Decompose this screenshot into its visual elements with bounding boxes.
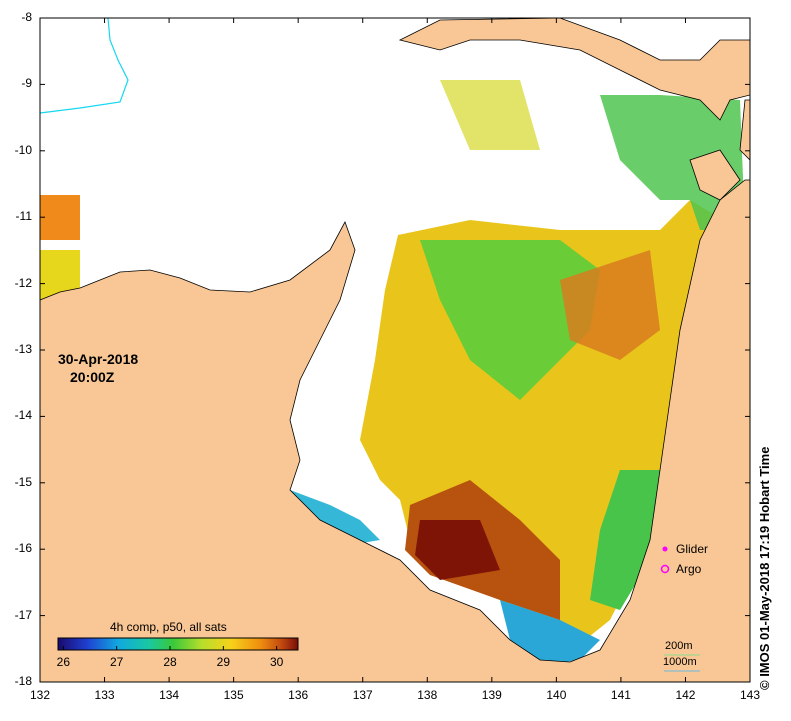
cape-york-mainland [39, 179, 751, 683]
x-tick-label: 137 [352, 688, 373, 702]
new-guinea-coast [398, 17, 751, 121]
x-tick-marks [39, 18, 751, 682]
y-tick-label: -14 [14, 408, 32, 423]
x-tick-label: 134 [159, 688, 180, 702]
x-tick-label: 132 [29, 688, 51, 702]
y-tick-label: -17 [14, 607, 32, 622]
sst-west-yellow [40, 250, 80, 300]
colorbar-tick-label: 26 [56, 655, 70, 669]
sst-orange-patch [560, 250, 660, 360]
date-text: 30-Apr-2018 [58, 351, 139, 367]
legend-glider: Glider [676, 542, 708, 556]
sst-west-orange [40, 195, 80, 240]
glider-marker-icon [662, 546, 668, 552]
y-tick-label: -12 [14, 275, 32, 290]
argo-marker-icon [660, 564, 670, 574]
colorbar-title: 4h comp, p50, all sats [110, 620, 227, 634]
x-tick-label: 139 [481, 688, 502, 702]
date-label: 30-Apr-2018 20:00Z [58, 350, 138, 386]
y-tick-label: -10 [14, 142, 32, 157]
depth200-label: 200m [665, 640, 693, 652]
y-tick-marks [40, 17, 750, 683]
y-tick-label: -15 [14, 474, 32, 489]
sst-east-coast-green [590, 470, 665, 610]
y-tick-label: -11 [15, 209, 32, 224]
y-tick-label: -18 [14, 674, 32, 688]
y-tick-label: -13 [14, 342, 32, 356]
colorbar-tick-label: 28 [163, 655, 177, 669]
x-tick-label: 142 [675, 688, 696, 702]
time-text: 20:00Z [70, 369, 115, 385]
river-line [39, 17, 129, 114]
colorbar-tick-label: 30 [269, 655, 284, 669]
depth1000-label: 1000m [663, 656, 697, 668]
x-tick-label: 136 [288, 688, 309, 702]
sst-north-yellow [440, 80, 540, 150]
sst-southwest-cool [290, 490, 380, 545]
sst-south-cool [500, 600, 600, 665]
x-tick-label: 143 [739, 688, 761, 702]
land [39, 17, 751, 683]
colorbar [57, 637, 299, 651]
torres-island [689, 149, 741, 201]
x-tick-label: 135 [223, 688, 244, 702]
x-tick-label: 138 [417, 688, 438, 702]
y-tick-label: -8 [21, 10, 32, 24]
sst-green-patch [420, 240, 600, 400]
legend-argo: Argo [676, 562, 701, 576]
colorbar-tick-label: 29 [216, 655, 230, 669]
y-tick-label: -16 [14, 541, 32, 556]
sst-northeast-patch [600, 95, 745, 230]
legend-glider-label: Glider [676, 542, 709, 556]
x-tick-label: 141 [610, 688, 631, 702]
colorbar-tick-label: 27 [109, 655, 124, 669]
sst-hottest-patch [415, 520, 500, 580]
x-tick-label: 133 [94, 688, 115, 702]
sst-field [40, 80, 745, 665]
legend-argo-label: Argo [676, 562, 702, 576]
credit-text: © IMOS 01-May-2018 17:19 Hobart Time [757, 446, 772, 690]
x-tick-label: 140 [546, 688, 567, 702]
y-tick-label: -9 [21, 76, 32, 91]
colorbar-ticks [62, 646, 278, 650]
